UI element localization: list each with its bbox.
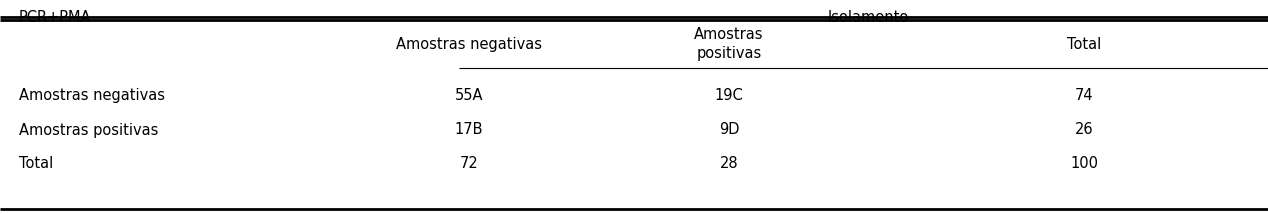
Text: Isolamento: Isolamento — [828, 10, 909, 25]
Text: Amostras positivas: Amostras positivas — [19, 122, 158, 138]
Text: 55A: 55A — [455, 88, 483, 103]
Text: Amostras negativas: Amostras negativas — [19, 88, 165, 103]
Text: 9D: 9D — [719, 122, 739, 138]
Text: Total: Total — [19, 156, 53, 171]
Text: Amostras negativas: Amostras negativas — [396, 37, 543, 52]
Text: 19C: 19C — [715, 88, 743, 103]
Text: 74: 74 — [1075, 88, 1093, 103]
Text: 100: 100 — [1070, 156, 1098, 171]
Text: 26: 26 — [1075, 122, 1093, 138]
Text: Amostras
positivas: Amostras positivas — [695, 27, 763, 61]
Text: 17B: 17B — [455, 122, 483, 138]
Text: PCR+PMA: PCR+PMA — [19, 10, 91, 25]
Text: 28: 28 — [720, 156, 738, 171]
Text: Total: Total — [1066, 37, 1102, 52]
Text: 72: 72 — [460, 156, 478, 171]
